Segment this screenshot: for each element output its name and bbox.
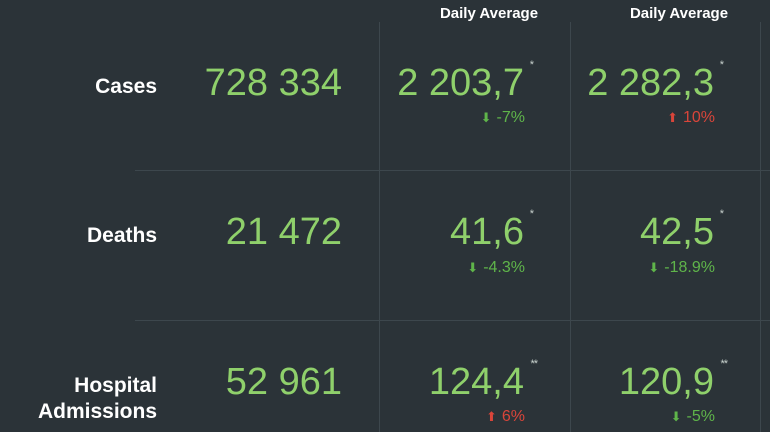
total-value-hospital-admissions: 52 961 (225, 361, 342, 403)
daily-average-value-hospital-admissions-1: 124,4 ** (428, 359, 538, 403)
daily-average-value-cases-1: 2 203,7 * (397, 60, 534, 104)
arrow-up-icon: ⬆ (485, 409, 497, 424)
change-indicator-hospital-admissions-2: ⬇ -5% (671, 408, 715, 426)
value-text: 120,9 (618, 361, 714, 403)
footnote-mark: * (719, 208, 724, 220)
change-indicator-hospital-admissions-1: ⬆ 6% (486, 408, 525, 426)
arrow-down-icon: ⬇ (670, 409, 682, 424)
footnote-mark: * (529, 59, 534, 71)
change-text: 6% (501, 408, 525, 425)
daily-average-value-deaths-2: 42,5 * (640, 209, 724, 253)
column-divider-3 (760, 22, 761, 432)
footnote-mark: ** (530, 358, 538, 370)
arrow-down-icon: ⬇ (648, 260, 660, 275)
value-text: 2 282,3 (587, 62, 714, 104)
change-text: -4.3% (483, 259, 525, 276)
change-text: -18.9% (664, 259, 715, 276)
total-value-deaths: 21 472 (225, 211, 342, 253)
row-divider-2 (135, 320, 770, 321)
footnote-mark: * (719, 59, 724, 71)
arrow-down-icon: ⬇ (480, 110, 492, 125)
row-label-line-1: Hospital (74, 374, 157, 397)
value-text: 124,4 (428, 361, 524, 403)
footnote-mark: * (529, 208, 534, 220)
total-value-cases: 728 334 (204, 62, 342, 104)
change-indicator-deaths-1: ⬇ -4.3% (467, 259, 525, 277)
change-text: -7% (496, 109, 525, 126)
column-divider-2 (570, 22, 571, 432)
value-text: 2 203,7 (397, 62, 524, 104)
daily-average-value-hospital-admissions-2: 120,9 ** (618, 359, 728, 403)
value-text: 41,6 (450, 211, 524, 253)
change-indicator-cases-1: ⬇ -7% (481, 109, 525, 127)
row-label-line-2: Admissions (37, 400, 157, 423)
arrow-up-icon: ⬆ (667, 110, 678, 125)
column-divider-1 (379, 22, 380, 432)
change-indicator-cases-2: ⬆ 10% (667, 109, 715, 127)
footnote-mark: ** (720, 358, 728, 370)
value-text: 42,5 (640, 211, 714, 253)
row-label-deaths: Deaths (86, 224, 157, 247)
daily-average-value-deaths-1: 41,6 * (450, 209, 534, 253)
row-label-hospital-admissions: Hospital Admissions (38, 373, 157, 425)
row-divider-1 (135, 170, 770, 171)
change-text: 10% (682, 109, 715, 126)
arrow-down-icon: ⬇ (467, 260, 479, 275)
change-text: -5% (686, 408, 715, 425)
column-header-daily-average-1: Daily Average (439, 5, 539, 22)
change-indicator-deaths-2: ⬇ -18.9% (648, 259, 715, 277)
daily-average-value-cases-2: 2 282,3 * (587, 60, 724, 104)
row-label-cases: Cases (95, 75, 157, 98)
column-header-daily-average-2: Daily Average (629, 5, 729, 22)
